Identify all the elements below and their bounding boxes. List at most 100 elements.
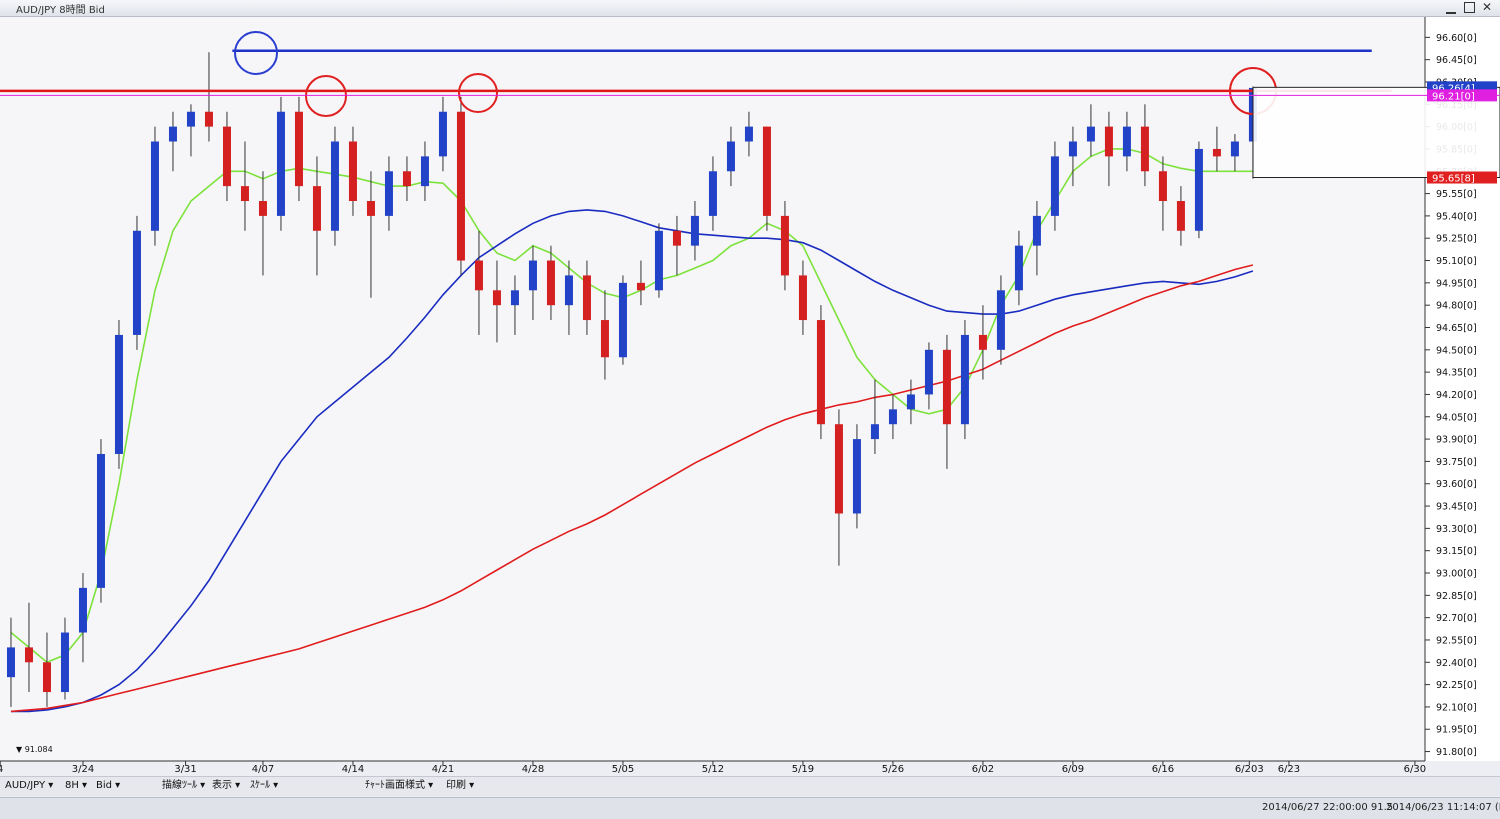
circle-annotation [458, 73, 498, 113]
y-tick-label: 95.40[0] [1436, 211, 1477, 222]
candle-body [150, 141, 159, 231]
low-label: ▼ 91.084 [16, 745, 53, 754]
candle-body [1014, 245, 1023, 291]
y-tick-label: 95.25[0] [1436, 234, 1477, 245]
print-menu[interactable]: 印刷 ▾ [446, 780, 475, 791]
y-tick-label: 94.35[0] [1436, 368, 1477, 379]
period-menu[interactable]: 8H ▾ [65, 780, 88, 791]
y-tick-label: 93.60[0] [1436, 479, 1477, 490]
y-tick-label: 93.15[0] [1436, 546, 1477, 557]
candle-body [1122, 126, 1131, 157]
candle-body [348, 141, 357, 202]
y-tick-label: 95.10[0] [1436, 256, 1477, 267]
candle-body [132, 230, 141, 335]
candle-body [1050, 156, 1059, 216]
moving-average-line [10, 264, 1254, 713]
candle-body [78, 587, 87, 633]
title-bar: AUD/JPY 8時間 Bid ✕ [0, 0, 1500, 17]
y-tick-label: 94.20[0] [1436, 390, 1477, 401]
plot-area [0, 17, 1425, 761]
x-tick-label: 3/24 [72, 764, 94, 775]
candle-body [636, 282, 645, 291]
y-tick-label: 91.95[0] [1436, 725, 1477, 736]
candle-body [240, 186, 249, 202]
chart-style-menu[interactable]: ﾁｬｰﾄ画面様式 ▾ [365, 780, 434, 791]
candle-body [924, 349, 933, 395]
price-marker-label: 96.21[0] [1432, 91, 1475, 102]
candle-body [276, 111, 285, 216]
candle-body [870, 424, 879, 440]
candle-body [726, 141, 735, 172]
y-tick-label: 91.80[0] [1436, 747, 1477, 758]
x-tick-label: 5/12 [702, 764, 724, 775]
toolbar: AUD/JPY ▾ 8H ▾ Bid ▾ 描線ﾂｰﾙ ▾ 表示 ▾ ｽｹｰﾙ ▾… [0, 776, 1500, 796]
status-time: 2014/06/27 22:00:00 91.5 [1262, 802, 1394, 813]
candle-body [366, 201, 375, 216]
minimize-button[interactable] [1446, 2, 1456, 14]
x-tick-label: 4 [0, 764, 3, 775]
x-tick-label: 5/26 [882, 764, 904, 775]
candle-body [690, 215, 699, 246]
candle-body [24, 647, 33, 663]
y-tick-label: 94.05[0] [1436, 412, 1477, 423]
price-menu[interactable]: Bid ▾ [96, 780, 121, 791]
candle-body [978, 334, 987, 350]
chart: ▼ 91.084 91.80[0] 91.95[0] 92.10[0] 92.25[0… [0, 17, 1500, 775]
candle-body [204, 111, 213, 127]
candle-body [780, 215, 789, 276]
candle-body [114, 334, 123, 454]
candle-body [546, 260, 555, 306]
candle-body [942, 349, 951, 425]
candle-body [384, 171, 393, 216]
candle-body [816, 320, 825, 425]
price-marker-label: 96.26[4] [1432, 83, 1475, 94]
y-tick-label: 92.40[0] [1436, 658, 1477, 669]
y-tick-label: 92.85[0] [1436, 591, 1477, 602]
candle-body [6, 647, 15, 678]
candle-body [888, 409, 897, 425]
x-tick-label: 6/203 [1235, 764, 1264, 775]
candle-body [402, 171, 411, 187]
y-tick-label: 96.60[0] [1436, 33, 1477, 44]
candle-body [996, 290, 1005, 350]
moving-average-line [11, 209, 1254, 713]
candle-body [1176, 201, 1185, 231]
view-menu[interactable]: 表示 ▾ [212, 780, 241, 791]
candle-body [960, 334, 969, 425]
candle-body [654, 230, 663, 291]
y-tick-label: 92.10[0] [1436, 702, 1477, 713]
candle-body [1158, 171, 1167, 202]
candle-body [456, 111, 465, 261]
maximize-button[interactable] [1464, 2, 1475, 13]
candle-body [312, 186, 321, 231]
y-tick-label: 94.50[0] [1436, 345, 1477, 356]
scale-menu[interactable]: ｽｹｰﾙ ▾ [250, 780, 279, 791]
candle-body [438, 111, 447, 157]
x-tick-label: 6/16 [1152, 764, 1174, 775]
candle-body [42, 662, 51, 693]
symbol-menu[interactable]: AUD/JPY ▾ [5, 780, 54, 791]
x-tick-label: 4/28 [522, 764, 544, 775]
draw-tool-menu[interactable]: 描線ﾂｰﾙ ▾ [162, 780, 206, 791]
candle-body [420, 156, 429, 187]
circle-annotation [234, 31, 278, 75]
window-title: AUD/JPY 8時間 Bid [16, 5, 105, 16]
candle-body [762, 126, 771, 216]
candle-body [1140, 126, 1149, 172]
candle-body [672, 230, 681, 246]
x-tick-label: 6/09 [1062, 764, 1084, 775]
candle-body [1194, 148, 1203, 231]
close-button[interactable]: ✕ [1482, 0, 1493, 14]
y-tick-label: 93.90[0] [1436, 435, 1477, 446]
candle-body [474, 260, 483, 291]
candle-body [1104, 126, 1113, 157]
candle-body [1212, 148, 1221, 157]
candle-body [1068, 141, 1077, 157]
y-tick-label: 92.55[0] [1436, 635, 1477, 646]
y-tick-label: 96.45[0] [1436, 55, 1477, 66]
candle-body [834, 424, 843, 514]
candle-body [852, 439, 861, 514]
price-marker-label: 95.65[8] [1432, 174, 1475, 185]
candle-body [600, 320, 609, 358]
candle-body [798, 275, 807, 321]
